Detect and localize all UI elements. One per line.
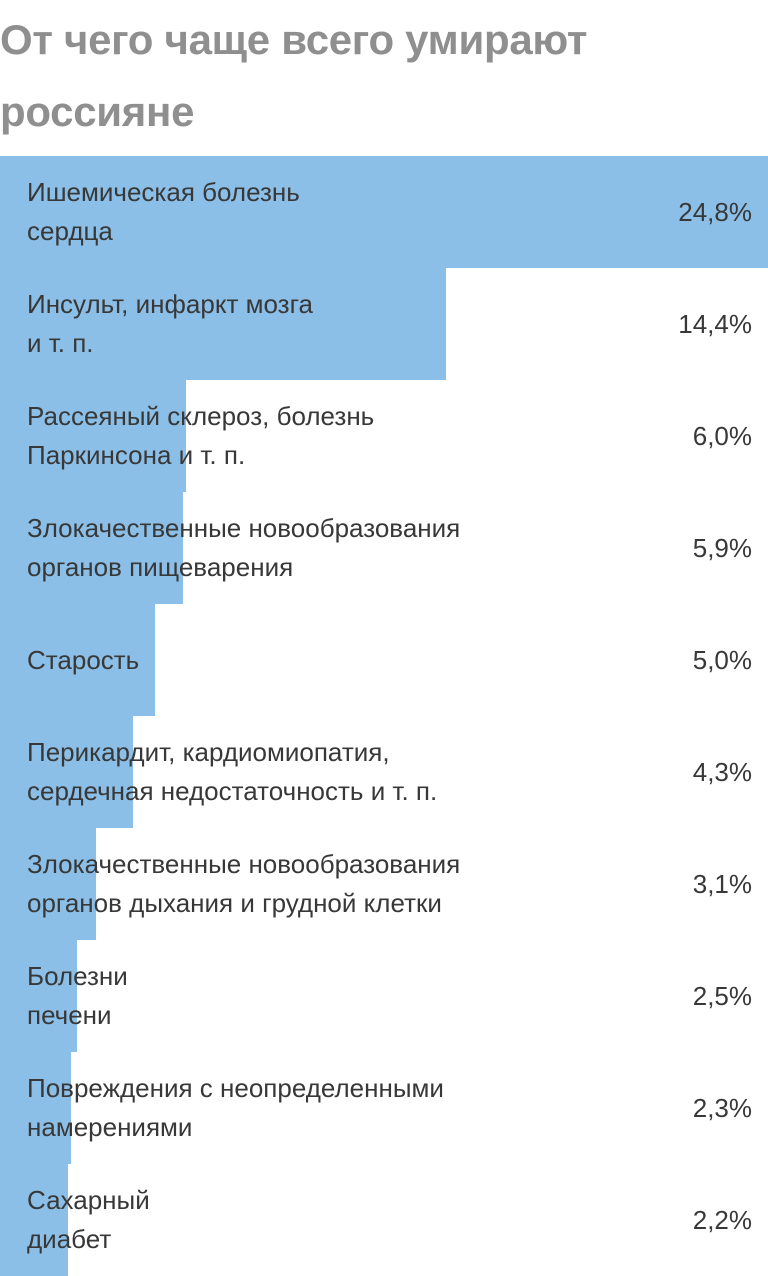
bar-row: Повреждения с неопределенными намерениями… <box>0 1052 768 1164</box>
category-label-line: Повреждения с неопределенными <box>27 1073 444 1103</box>
category-label-line: Сахарный <box>27 1185 150 1215</box>
bar <box>0 492 183 604</box>
bar-chart: Ишемическая болезнь сердца 24,8% Инсульт, и… <box>0 156 768 1276</box>
bar <box>0 604 155 716</box>
bar <box>0 1052 71 1164</box>
category-label-line: намерениями <box>27 1112 193 1142</box>
category-label-line: сердца <box>27 216 113 246</box>
category-label-line: органов дыхания и грудной клетки <box>27 888 442 918</box>
category-label: Перикардит, кардиомиопатия, сердечная нед… <box>27 716 587 828</box>
bar <box>0 716 133 828</box>
bar <box>0 268 446 380</box>
bar-row: Злокачественные новообразования органов п… <box>0 492 768 604</box>
category-label-line: сердечная недостаточность и т. п. <box>27 776 438 806</box>
category-label-line: Старость <box>27 644 140 675</box>
value-label: 14,4% <box>678 308 752 339</box>
category-label: Болезни печени <box>27 940 587 1052</box>
value-label: 5,9% <box>692 532 752 563</box>
value-label: 2,3% <box>692 1092 752 1123</box>
chart-title: От чего чаще всего умирают россияне <box>0 16 588 135</box>
bar-row: Рассеяный склероз, болезнь Паркинсона и т… <box>0 380 768 492</box>
category-label-line: Паркинсона и т. п. <box>27 440 246 470</box>
bar <box>0 1164 68 1276</box>
bar-row: Инсульт, инфаркт мозга и т. п. 14,4% <box>0 268 768 380</box>
value-label: 24,8% <box>678 196 752 227</box>
category-label: Ишемическая болезнь сердца <box>27 156 587 268</box>
bar <box>0 940 77 1052</box>
category-label: Сахарный диабет <box>27 1164 587 1276</box>
bar <box>0 828 96 940</box>
bar <box>0 156 768 268</box>
bar-row: Сахарный диабет 2,2% <box>0 1164 768 1276</box>
category-label: Злокачественные новообразования органов д… <box>27 828 587 940</box>
bar-row: Злокачественные новообразования органов д… <box>0 828 768 940</box>
category-label-line: Перикардит, кардиомиопатия, <box>27 737 390 767</box>
category-label: Злокачественные новообразования органов п… <box>27 492 587 604</box>
value-label: 4,3% <box>692 756 752 787</box>
bar <box>0 380 186 492</box>
value-label: 6,0% <box>692 420 752 451</box>
category-label-line: и т. п. <box>27 328 94 358</box>
category-label-line: Болезни <box>27 961 128 991</box>
value-label: 5,0% <box>692 644 752 675</box>
category-label-line: Рассеяный склероз, болезнь <box>27 401 375 431</box>
category-label: Старость <box>27 604 587 716</box>
category-label-line: Инсульт, инфаркт мозга <box>27 289 313 319</box>
category-label-line: печени <box>27 1000 112 1030</box>
category-label-line: диабет <box>27 1224 112 1254</box>
value-label: 2,5% <box>692 980 752 1011</box>
bar-row: Болезни печени 2,5% <box>0 940 768 1052</box>
category-label-line: Злокачественные новообразования <box>27 513 461 543</box>
bar-row: Старость 5,0% <box>0 604 768 716</box>
category-label-line: органов пищеварения <box>27 552 294 582</box>
category-label-line: Ишемическая болезнь <box>27 177 300 207</box>
value-label: 3,1% <box>692 868 752 899</box>
category-label-line: Злокачественные новообразования <box>27 849 461 879</box>
bar-row: Ишемическая болезнь сердца 24,8% <box>0 156 768 268</box>
category-label: Повреждения с неопределенными намерениями <box>27 1052 587 1164</box>
value-label: 2,2% <box>692 1204 752 1235</box>
bar-row: Перикардит, кардиомиопатия, сердечная нед… <box>0 716 768 828</box>
category-label: Инсульт, инфаркт мозга и т. п. <box>27 268 587 380</box>
category-label: Рассеяный склероз, болезнь Паркинсона и т… <box>27 380 587 492</box>
